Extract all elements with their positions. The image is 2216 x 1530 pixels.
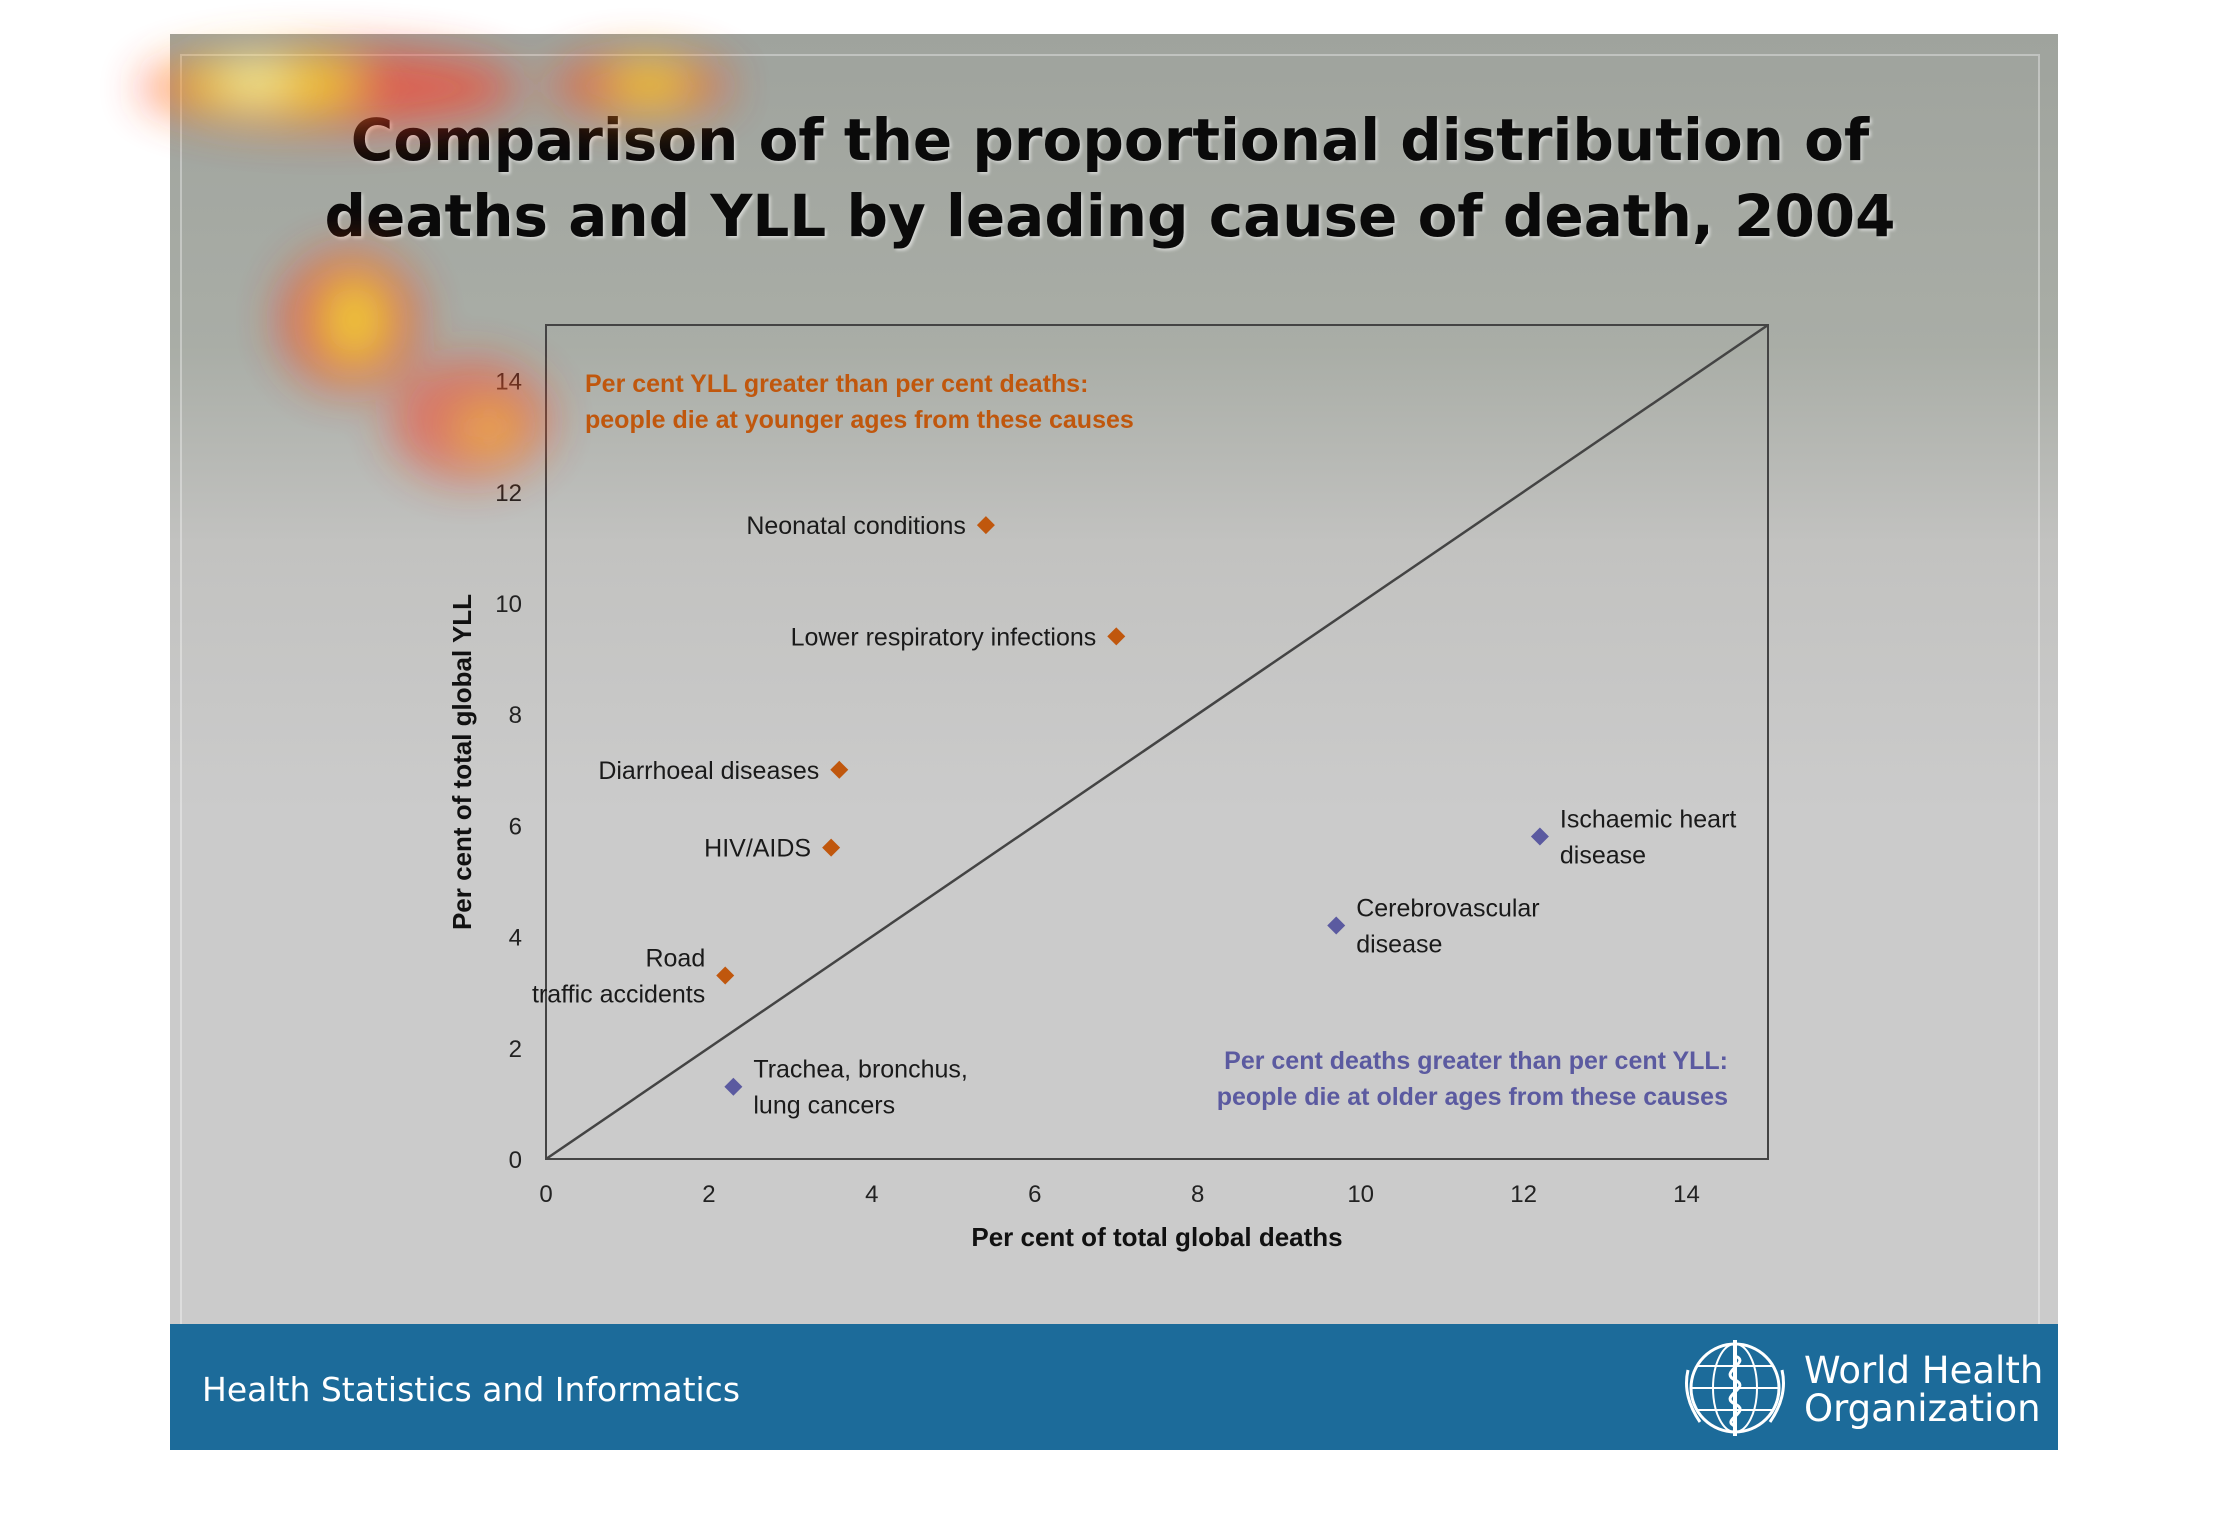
data-point-label: HIV/AIDS: [704, 835, 811, 863]
y-tick-label: 2: [509, 1036, 522, 1063]
data-point-marker: [1107, 627, 1126, 646]
who-emblem-icon: [1685, 1340, 1785, 1436]
y-axis-title: Per cent of total global YLL: [447, 594, 477, 930]
data-point-label: Trachea, bronchus,: [753, 1056, 967, 1084]
data-point-label: Neonatal conditions: [746, 512, 966, 540]
data-point-label: lung cancers: [753, 1092, 895, 1120]
y-tick-label: 6: [509, 813, 522, 840]
x-tick-label: 14: [1673, 1181, 1700, 1208]
y-tick-label: 12: [495, 480, 522, 507]
y-tick-label: 8: [509, 702, 522, 729]
who-name-line-1: World Health: [1804, 1349, 2044, 1392]
younger-note-line-1: Per cent YLL greater than per cent death…: [585, 370, 1088, 398]
data-point-marker: [1327, 916, 1346, 935]
scatter-chart: 0 2 4 6 8 10 12 14 0 2 4 6 8 10 12 14 Per cent of total …: [447, 323, 1769, 1252]
x-tick-label: 8: [1191, 1181, 1204, 1208]
x-tick-label: 12: [1510, 1181, 1537, 1208]
x-axis-title: Per cent of total global deaths: [971, 1222, 1342, 1252]
y-tick-label: 10: [495, 591, 522, 618]
older-note-line-1: Per cent deaths greater than per cent YL…: [1224, 1047, 1728, 1075]
data-point-marker: [976, 516, 995, 535]
y-tick-label: 14: [495, 369, 522, 396]
footer-text: Health Statistics and Informatics: [202, 1370, 741, 1409]
data-point-marker: [830, 760, 849, 779]
data-point-marker: [1530, 827, 1549, 846]
data-point-label: disease: [1560, 842, 1646, 870]
data-point-label: traffic accidents: [532, 981, 705, 1009]
older-note-line-2: people die at older ages from these caus…: [1217, 1083, 1728, 1111]
footer-bar: Health Statistics and Informatics World …: [170, 1324, 2058, 1450]
x-tick-label: 10: [1347, 1181, 1374, 1208]
younger-note-line-2: people die at younger ages from these ca…: [585, 406, 1134, 434]
y-tick-label: 0: [509, 1147, 522, 1174]
data-point-marker: [822, 838, 841, 857]
data-point-label: disease: [1356, 930, 1442, 958]
y-tick-label: 4: [509, 925, 522, 952]
title-line-2: deaths and YLL by leading cause of death…: [324, 182, 1896, 250]
who-name: World Health Organization: [1804, 1352, 2043, 1428]
data-point-label: Road: [645, 945, 705, 973]
data-point-label: Lower respiratory infections: [791, 623, 1097, 651]
x-tick-label: 4: [865, 1181, 878, 1208]
data-point-label: Cerebrovascular: [1356, 894, 1539, 922]
x-tick-label: 6: [1028, 1181, 1041, 1208]
equality-line: [545, 323, 1769, 1161]
x-tick-label: 2: [702, 1181, 715, 1208]
data-point-marker: [724, 1077, 743, 1096]
page-title: Comparison of the proportional distribut…: [290, 102, 1930, 254]
data-point-marker: [716, 966, 735, 985]
who-name-line-2: Organization: [1804, 1387, 2041, 1430]
plot-frame: [545, 324, 1769, 1160]
x-tick-label: 0: [539, 1181, 552, 1208]
data-point-label: Ischaemic heart: [1560, 806, 1737, 834]
slide: Comparison of the proportional distribut…: [170, 34, 2058, 1450]
data-point-label: Diarrhoeal diseases: [598, 757, 819, 785]
